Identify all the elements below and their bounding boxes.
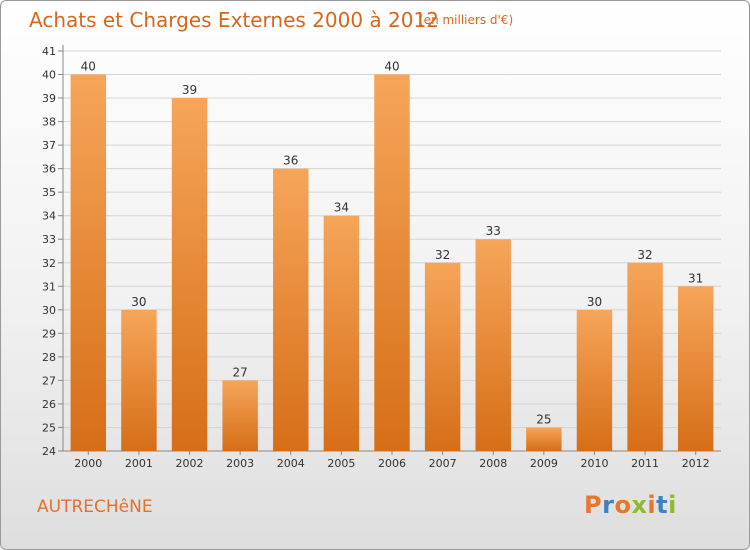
y-tick-label: 39 <box>42 92 56 105</box>
data-label: 33 <box>486 224 501 238</box>
bar <box>171 98 208 451</box>
bar <box>576 309 613 451</box>
y-tick-label: 41 <box>42 45 56 58</box>
chart-subtitle: (en milliers d'€) <box>419 13 514 27</box>
y-tick-label: 32 <box>42 257 56 270</box>
y-tick-label: 33 <box>42 233 56 246</box>
data-labels: 40 30 39 27 36 34 40 32 33 25 30 32 31 <box>81 60 704 427</box>
chart-title: Achats et Charges Externes 2000 à 2012 <box>29 8 439 32</box>
y-tick-label: 34 <box>42 210 56 223</box>
y-tick-label: 31 <box>42 280 56 293</box>
x-tick-label: 2011 <box>631 457 659 470</box>
x-tick-label: 2006 <box>378 457 406 470</box>
brand-letter: i <box>668 491 677 519</box>
x-tick-label: 2010 <box>580 457 608 470</box>
data-label: 31 <box>688 271 703 285</box>
bar <box>70 74 107 451</box>
brand-letter: t <box>656 491 669 519</box>
bar <box>677 286 714 451</box>
brand-letter: i <box>647 491 657 519</box>
brand-letter: x <box>631 491 648 519</box>
data-label: 27 <box>233 365 248 379</box>
y-tick-label: 28 <box>42 351 56 364</box>
bar <box>374 74 410 451</box>
x-tick-label: 2002 <box>176 457 204 470</box>
y-tick-label: 35 <box>42 186 56 199</box>
x-tick-label: 2004 <box>277 457 305 470</box>
x-tick-label: 2001 <box>125 457 153 470</box>
data-label: 30 <box>131 295 146 309</box>
x-tick-label: 2012 <box>682 457 710 470</box>
brand-logo[interactable]: Proxiti <box>584 491 677 519</box>
y-tick-label: 29 <box>42 327 56 340</box>
y-tick-label: 30 <box>42 304 56 317</box>
data-label: 32 <box>637 248 652 262</box>
y-tick-label: 38 <box>42 116 56 129</box>
bar <box>222 380 258 451</box>
x-tick-label: 2009 <box>530 457 558 470</box>
y-tick-label: 36 <box>42 163 56 176</box>
data-label: 40 <box>81 60 96 74</box>
bar <box>526 427 562 451</box>
x-tick-label: 2003 <box>226 457 254 470</box>
y-tick-label: 37 <box>42 139 56 152</box>
y-tick-label: 26 <box>42 398 56 411</box>
bar <box>627 262 663 451</box>
brand-letter: o <box>614 491 632 519</box>
bar <box>121 309 157 451</box>
x-tick-label: 2005 <box>327 457 355 470</box>
y-tick-label: 24 <box>42 445 56 458</box>
bar <box>273 168 309 451</box>
data-label: 25 <box>536 412 551 426</box>
data-label: 36 <box>283 154 298 168</box>
x-tick-label: 2008 <box>479 457 507 470</box>
bars <box>70 74 714 451</box>
location-name: AUTRECHêNE <box>37 497 153 517</box>
y-tick-label: 40 <box>42 69 56 82</box>
tick-labels: 24 25 26 27 28 29 30 31 32 33 34 35 36 37 38 39 40 41 2000… <box>42 45 710 470</box>
brand-letter: P <box>584 491 603 519</box>
bar <box>475 239 511 451</box>
data-label: 32 <box>435 248 450 262</box>
y-tick-label: 27 <box>42 374 56 387</box>
brand-letter: r <box>602 491 615 519</box>
y-tick-label: 25 <box>42 421 56 434</box>
bar <box>424 262 461 451</box>
data-label: 39 <box>182 83 197 97</box>
data-label: 34 <box>334 201 349 215</box>
data-label: 30 <box>587 295 602 309</box>
x-tick-label: 2000 <box>74 457 102 470</box>
x-tick-label: 2007 <box>429 457 457 470</box>
data-label: 40 <box>384 60 399 74</box>
bar <box>323 215 360 451</box>
